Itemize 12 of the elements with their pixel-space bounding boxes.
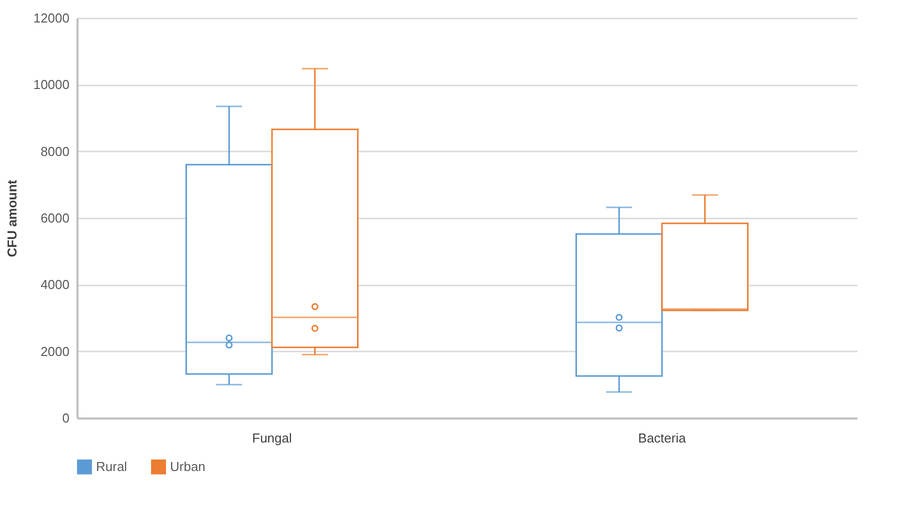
y-tick-label: 2000 bbox=[40, 344, 70, 359]
x-tick-label: Fungal bbox=[252, 430, 292, 446]
y-tick-label: 0 bbox=[62, 410, 70, 426]
y-tick-label: 4000 bbox=[40, 277, 70, 292]
y-tick-label: 12000 bbox=[33, 10, 70, 26]
y-tick-label: 10000 bbox=[33, 77, 70, 92]
y-tick-label: 8000 bbox=[40, 144, 70, 159]
legend-label: Rural bbox=[96, 458, 128, 474]
y-tick-label: 6000 bbox=[40, 210, 70, 226]
x-tick-label: Bacteria bbox=[638, 430, 687, 446]
y-axis-title: CFU amount bbox=[4, 179, 20, 258]
legend-label: Urban bbox=[170, 458, 206, 474]
